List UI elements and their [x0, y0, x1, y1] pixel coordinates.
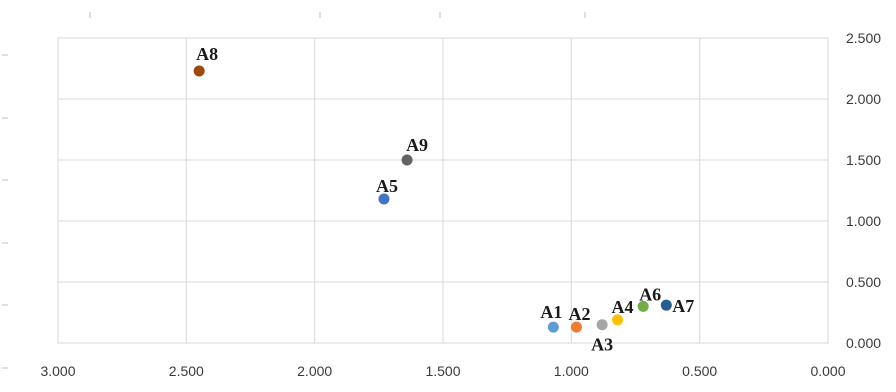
x-tick-label: 3.000	[40, 363, 75, 379]
point-a2	[570, 321, 582, 333]
outer-tick-marks	[2, 12, 586, 369]
point-label-a2: A2	[568, 304, 590, 324]
x-tick-label: 1.000	[554, 363, 589, 379]
y-tick-label: 1.000	[846, 213, 881, 229]
x-tick-label: 1.500	[425, 363, 460, 379]
y-tick-label: 2.500	[846, 30, 881, 46]
x-tick-label: 2.500	[169, 363, 204, 379]
point-label-a1: A1	[540, 302, 562, 322]
y-tick-label: 2.000	[846, 91, 881, 107]
point-label-a9: A9	[406, 135, 428, 155]
y-tick-label: 0.000	[846, 335, 881, 351]
point-a1	[547, 321, 559, 333]
point-a8	[193, 65, 205, 77]
point-label-a3: A3	[591, 335, 613, 355]
point-label-a8: A8	[196, 44, 218, 64]
y-tick-label: 0.500	[846, 274, 881, 290]
y-tick-label: 1.500	[846, 152, 881, 168]
point-a7	[660, 299, 672, 311]
x-tick-label: 0.000	[810, 363, 845, 379]
point-label-a4: A4	[612, 297, 634, 317]
x-tick-label: 2.000	[297, 363, 332, 379]
point-a9	[401, 154, 413, 166]
x-tick-label: 0.500	[682, 363, 717, 379]
point-a5	[378, 193, 390, 205]
point-label-a5: A5	[376, 176, 398, 196]
point-a3	[596, 319, 608, 331]
point-a6	[637, 300, 649, 312]
gridlines	[57, 37, 829, 344]
y-axis-tick-labels: 0.000 0.500 1.000 1.500 2.000 2.500	[846, 30, 881, 351]
data-points	[193, 65, 672, 333]
point-label-a6: A6	[639, 284, 661, 304]
point-label-a7: A7	[672, 296, 694, 316]
x-axis-tick-labels: 3.000 2.500 2.000 1.500 1.000 0.500 0.000	[40, 363, 845, 379]
point-a4	[612, 314, 624, 326]
